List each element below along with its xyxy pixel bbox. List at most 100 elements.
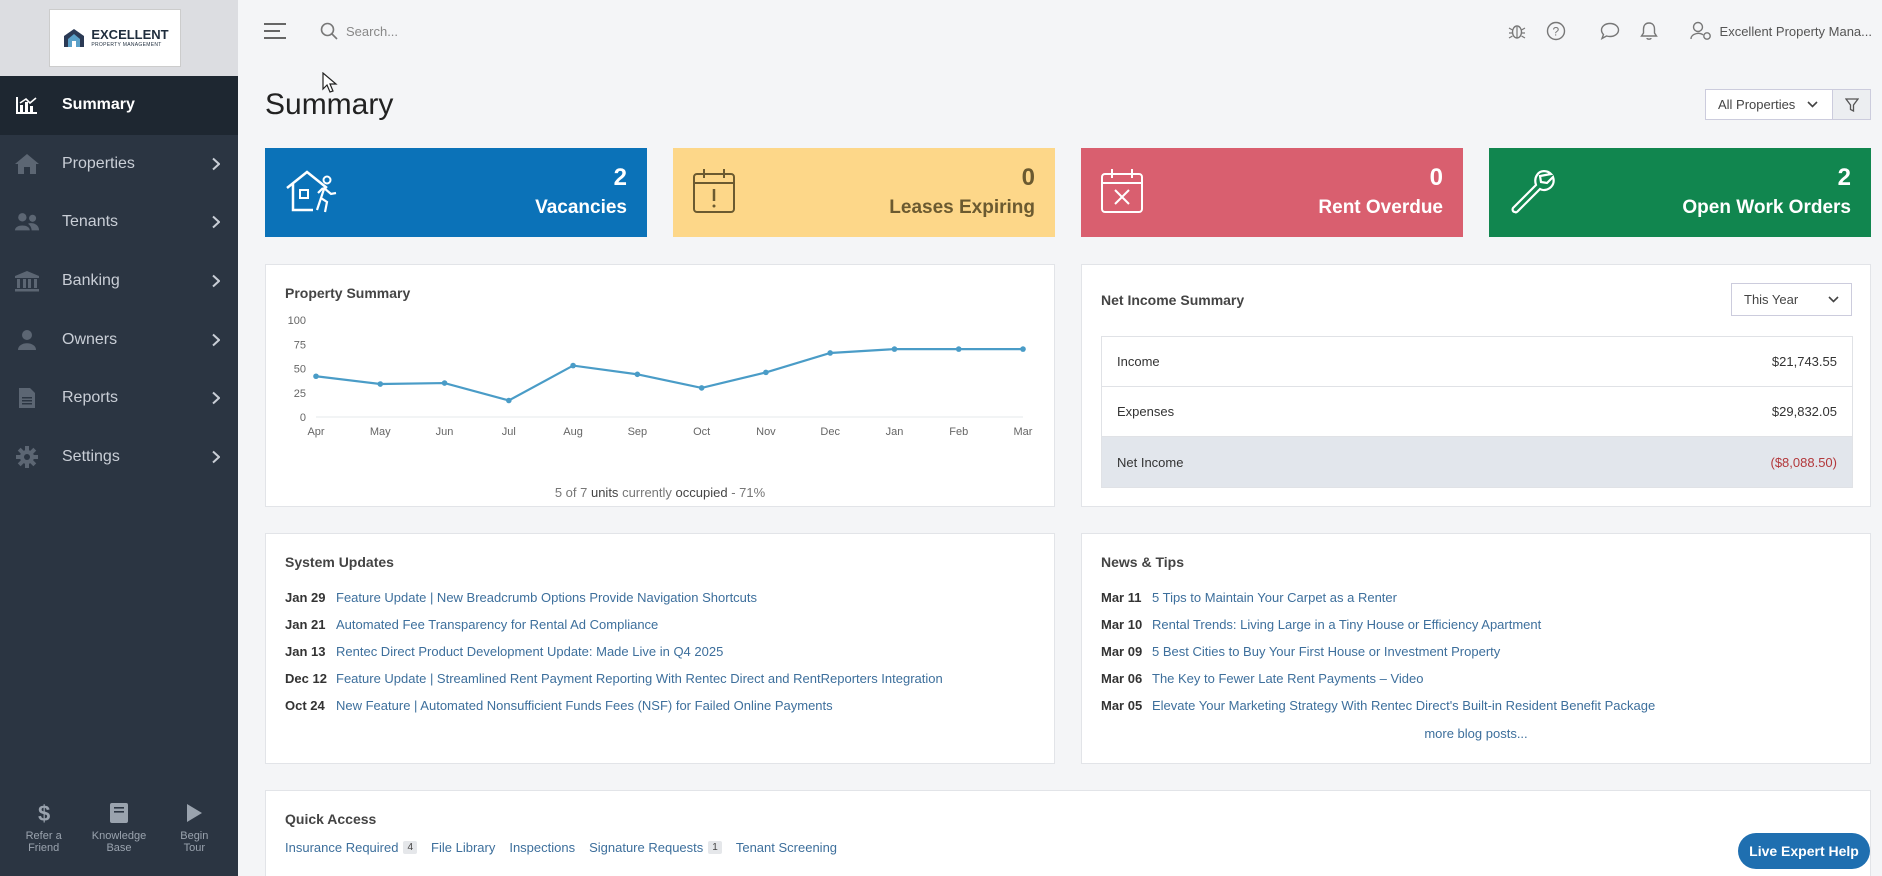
live-expert-help-button[interactable]: Live Expert Help [1738, 833, 1870, 869]
stat-card-rent-overdue[interactable]: 0 Rent Overdue [1081, 148, 1463, 237]
x-tick-label: Feb [949, 426, 968, 438]
update-link[interactable]: New Feature | Automated Nonsufficient Fu… [336, 698, 833, 713]
sidebar-item-owners[interactable]: Owners [0, 310, 238, 369]
update-link[interactable]: Feature Update | New Breadcrumb Options … [336, 590, 758, 605]
kb-line1: Knowledge [91, 830, 147, 842]
document-icon [14, 386, 40, 410]
quick-access-card: Quick Access Insurance Required 4 File Li… [265, 790, 1871, 876]
bell-icon[interactable] [1638, 20, 1660, 42]
chevron-right-icon [212, 274, 220, 288]
property-summary-card: Property Summary 0 25 50 75 100 Apr May Jun Jul A… [265, 264, 1055, 507]
news-date: Mar 06 [1101, 671, 1143, 686]
data-point [441, 380, 448, 386]
count-badge: 4 [403, 841, 418, 854]
update-link[interactable]: Feature Update | Streamlined Rent Paymen… [336, 671, 943, 686]
company-logo[interactable]: EXCELLENT PROPERTY MANAGEMENT [49, 9, 181, 67]
system-updates-title: System Updates [285, 554, 394, 570]
search-input[interactable]: Search... [346, 23, 399, 39]
chevron-right-icon [212, 333, 220, 346]
news-date: Mar 09 [1101, 644, 1143, 659]
sidebar-item-reports[interactable]: Reports [0, 369, 238, 428]
filter-icon [1844, 97, 1859, 112]
data-point [827, 350, 833, 356]
search-icon [320, 22, 338, 40]
system-updates-list: Jan 29 Feature Update | New Breadcrumb Op… [285, 584, 943, 719]
update-link[interactable]: Automated Fee Transparency for Rental Ad… [336, 617, 659, 632]
x-tick-label: Aug [563, 426, 583, 438]
period-select[interactable]: This Year [1731, 283, 1852, 316]
net-income-card: Net Income Summary This Year Income $21,… [1081, 264, 1871, 507]
users-icon [14, 210, 40, 234]
sidebar-item-tenants[interactable]: Tenants [0, 193, 238, 252]
expenses-value: $29,832.05 [1771, 404, 1837, 419]
sidebar-item-summary[interactable]: Summary [0, 76, 238, 135]
logo-line1: EXCELLENT [91, 27, 169, 42]
data-point [570, 362, 576, 369]
chat-icon[interactable] [1599, 20, 1621, 42]
quick-link-tenant-screening[interactable]: Tenant Screening [736, 840, 837, 855]
menu-toggle-icon[interactable] [264, 22, 286, 43]
book-icon [109, 800, 129, 826]
play-icon [185, 800, 203, 826]
logo-house-icon [62, 26, 87, 50]
news-link[interactable]: 5 Tips to Maintain Your Carpet as a Rent… [1152, 590, 1397, 605]
svg-text:?: ? [1552, 25, 1559, 39]
news-tips-title: News & Tips [1101, 554, 1184, 570]
help-icon[interactable]: ? [1545, 20, 1567, 42]
quick-link-signature-requests[interactable]: Signature Requests 1 [589, 840, 722, 855]
income-row: Income $21,743.55 [1102, 337, 1852, 387]
y-tick-label: 0 [300, 412, 306, 424]
quick-link-label: Inspections [509, 840, 576, 855]
stat-card-vacancies[interactable]: 2 Vacancies [265, 148, 647, 237]
list-item: Jan 13 Rentec Direct Product Development … [285, 638, 943, 665]
update-date: Jan 13 [285, 644, 326, 659]
header-actions: ? Excellent Property Mana... [1489, 20, 1872, 42]
news-link[interactable]: Elevate Your Marketing Strategy With Ren… [1152, 698, 1656, 713]
caption-occupied: occupied [675, 485, 728, 500]
quick-link-insurance[interactable]: Insurance Required 4 [285, 840, 418, 855]
bug-icon[interactable] [1506, 20, 1528, 42]
chevron-right-icon [212, 450, 220, 464]
sidebar-item-properties[interactable]: Properties [0, 135, 238, 194]
rent-overdue-count: 0 [1429, 164, 1443, 191]
stat-card-leases-expiring[interactable]: 0 Leases Expiring [673, 148, 1055, 237]
news-link[interactable]: Rental Trends: Living Large in a Tiny Ho… [1152, 617, 1542, 632]
begin-tour-link[interactable]: Begin Tour [159, 800, 229, 876]
filter-button[interactable] [1832, 90, 1870, 119]
sidebar-item-banking[interactable]: Banking [0, 252, 238, 311]
update-date: Jan 29 [285, 590, 326, 605]
data-point [763, 369, 769, 376]
net-income-row: Net Income ($8,088.50) [1102, 437, 1852, 487]
refer-friend-link[interactable]: $ Refer a Friend [9, 800, 79, 876]
news-tips-card: News & Tips Mar 11 5 Tips to Maintain You… [1081, 533, 1871, 764]
sidebar-item-label: Reports [62, 389, 119, 407]
vacancy-house-icon [286, 170, 337, 213]
news-link[interactable]: 5 Best Cities to Buy Your First House or… [1152, 644, 1501, 659]
update-link[interactable]: Rentec Direct Product Development Update… [336, 644, 724, 659]
x-tick-label: Jun [436, 426, 454, 438]
stat-card-open-work-orders[interactable]: 2 Open Work Orders [1489, 148, 1871, 237]
quick-link-file-library[interactable]: File Library [431, 840, 495, 855]
list-item: Mar 06 The Key to Fewer Late Rent Payment… [1101, 665, 1655, 692]
user-menu[interactable]: Excellent Property Mana... [1689, 21, 1872, 41]
sidebar-item-settings[interactable]: Settings [0, 428, 238, 487]
tour-line1: Begin [180, 830, 209, 842]
knowledge-base-link[interactable]: Knowledge Base [84, 800, 154, 876]
news-link[interactable]: The Key to Fewer Late Rent Payments – Vi… [1152, 671, 1424, 686]
x-tick-label: Jul [502, 426, 516, 438]
x-tick-label: Oct [693, 426, 710, 438]
net-income-table: Income $21,743.55 Expenses $29,832.05 Ne… [1101, 336, 1853, 488]
more-blog-posts-link[interactable]: more blog posts... [1424, 726, 1528, 741]
caption-mid: currently [622, 485, 672, 500]
refer-line2: Friend [28, 842, 60, 854]
quick-link-inspections[interactable]: Inspections [509, 840, 575, 855]
net-income-value: ($8,088.50) [1770, 454, 1838, 470]
occupancy-line-chart: 0 25 50 75 100 Apr May Jun Jul Aug Sep Oct Nov Dec Jan… [288, 315, 1033, 438]
wrench-icon [1511, 170, 1555, 214]
search-box[interactable]: Search... [320, 22, 398, 40]
sidebar-item-label: Properties [62, 154, 135, 172]
property-select[interactable]: All Properties [1706, 90, 1832, 119]
quick-access-title: Quick Access [285, 811, 377, 827]
chevron-down-icon [1807, 101, 1818, 108]
y-tick-label: 25 [294, 388, 306, 400]
